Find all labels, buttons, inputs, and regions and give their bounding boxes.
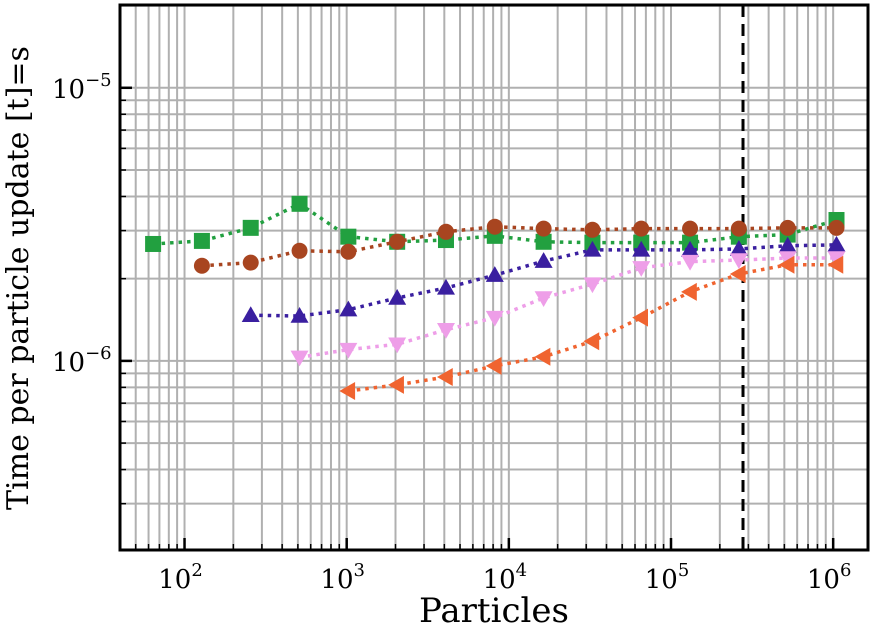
- series-line-3: [299, 256, 837, 360]
- x-axis-label: Particles: [419, 591, 569, 627]
- data-point-triangle-left: [436, 367, 453, 386]
- data-point-triangle-left: [827, 255, 844, 274]
- data-point-circle: [633, 220, 650, 237]
- data-point-triangle-up: [241, 306, 260, 322]
- data-point-circle: [584, 221, 601, 238]
- data-point-circle: [340, 243, 357, 260]
- data-point-triangle-left: [485, 356, 502, 375]
- data-point-square: [193, 232, 210, 249]
- data-point-triangle-up: [632, 240, 651, 257]
- data-point-circle: [779, 219, 796, 236]
- data-point-circle: [828, 219, 845, 236]
- data-point-triangle-left: [729, 265, 746, 284]
- data-point-square: [242, 219, 259, 236]
- data-point-triangle-down: [339, 342, 358, 359]
- data-point-triangle-up: [534, 252, 553, 268]
- data-point-triangle-down: [290, 350, 309, 367]
- x-tick-label: 104: [483, 560, 528, 595]
- data-point-triangle-left: [388, 375, 404, 394]
- data-point-circle: [486, 218, 503, 235]
- data-point-circle: [242, 254, 259, 271]
- data-point-triangle-up: [339, 300, 358, 317]
- series-layer: [145, 5, 846, 550]
- data-point-circle: [193, 257, 210, 274]
- data-point-triangle-up: [729, 239, 748, 256]
- data-point-circle: [535, 220, 552, 237]
- data-point-circle: [730, 220, 747, 237]
- data-point-triangle-left: [339, 381, 356, 400]
- data-point-square: [535, 233, 552, 250]
- data-point-triangle-down: [778, 251, 797, 268]
- data-point-triangle-up: [827, 235, 846, 252]
- data-point-square: [145, 235, 162, 252]
- data-point-triangle-down: [485, 310, 504, 327]
- y-tick-label: 10−5: [52, 70, 112, 105]
- data-point-circle: [389, 233, 406, 250]
- data-point-triangle-down: [436, 323, 455, 339]
- x-tick-label: 106: [807, 560, 852, 595]
- data-point-triangle-down: [827, 251, 846, 268]
- data-point-triangle-down: [583, 277, 602, 294]
- x-tick-label: 105: [645, 560, 690, 595]
- ticks: 102 103 104 105 106 10−5 10−6: [52, 4, 852, 595]
- data-point-triangle-down: [681, 254, 700, 271]
- data-point-square: [340, 228, 357, 245]
- data-point-triangle-left: [778, 255, 795, 274]
- y-axis-label: Time per particle update [t]=s: [1, 46, 36, 510]
- data-point-triangle-up: [778, 236, 797, 253]
- x-tick-label: 102: [158, 560, 203, 595]
- data-point-triangle-left: [534, 347, 551, 366]
- data-point-triangle-down: [534, 291, 553, 307]
- plot-frame: [118, 3, 870, 552]
- data-point-triangle-left: [583, 332, 600, 351]
- data-point-circle: [291, 242, 308, 259]
- data-point-circle: [682, 220, 699, 237]
- data-point-triangle-down: [632, 261, 651, 277]
- data-point-triangle-left: [681, 282, 697, 301]
- data-point-circle: [437, 223, 454, 240]
- data-point-square: [291, 195, 308, 212]
- data-point-triangle-up: [388, 288, 407, 305]
- data-point-triangle-up: [485, 266, 504, 282]
- y-tick-label: 10−6: [52, 343, 112, 378]
- x-tick-label: 103: [320, 560, 365, 595]
- data-point-triangle-up: [290, 307, 309, 323]
- data-point-triangle-down: [729, 253, 748, 270]
- data-point-triangle-left: [632, 308, 648, 327]
- data-point-triangle-up: [583, 240, 602, 257]
- data-point-triangle-up: [436, 278, 455, 295]
- data-point-triangle-down: [388, 337, 407, 354]
- data-point-triangle-up: [681, 240, 700, 257]
